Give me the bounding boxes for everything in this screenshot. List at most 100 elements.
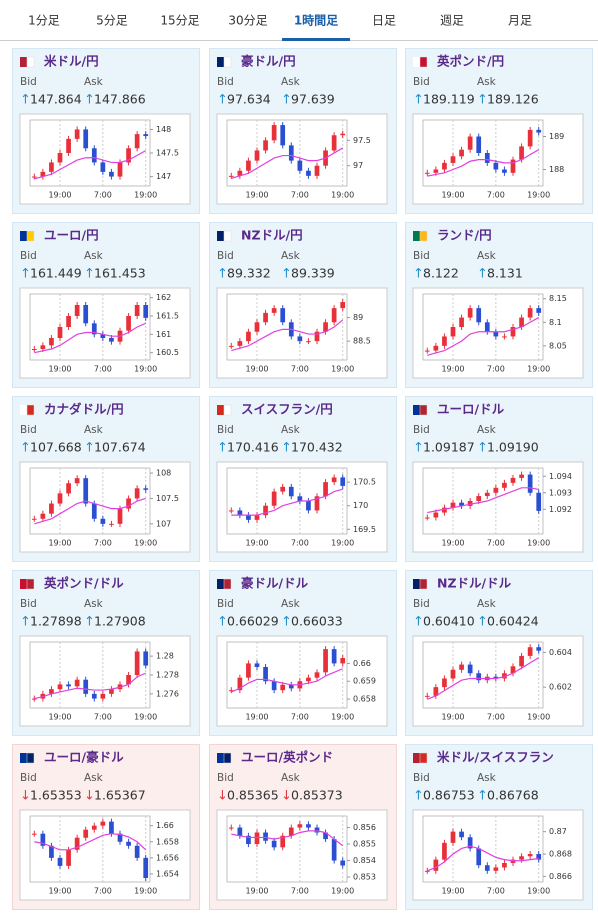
y-tick-label: 0.604 [549, 648, 572, 657]
candle [442, 507, 447, 513]
y-tick-label: 0.856 [353, 823, 376, 832]
ask-label: Ask [84, 772, 104, 784]
candle [323, 832, 328, 840]
tab[interactable]: 週足 [440, 14, 464, 28]
tab[interactable]: 30分足 [228, 14, 267, 28]
bid-value: 89.332 [227, 266, 271, 281]
candle [297, 496, 303, 501]
bid-label: Bid [217, 772, 234, 784]
flag [223, 230, 232, 242]
tab[interactable]: 月足 [508, 14, 532, 28]
pair-title[interactable]: カナダドル/円 [44, 402, 124, 417]
tab[interactable]: 日足 [372, 14, 396, 28]
flag [419, 752, 428, 764]
candle [143, 305, 149, 318]
y-tick-label: 107 [156, 519, 171, 528]
pair-title[interactable]: ユーロ/豪ドル [44, 750, 124, 765]
candle [91, 825, 97, 830]
x-tick-label: 19:00 [331, 887, 354, 896]
bid-label: Bid [20, 250, 37, 262]
candle [263, 505, 268, 516]
candle [254, 832, 260, 845]
pair-title[interactable]: 米ドル/円 [43, 54, 99, 69]
bid-label: Bid [217, 424, 234, 436]
candle [306, 341, 311, 343]
candle [57, 493, 63, 504]
candle [66, 849, 71, 866]
candle [323, 482, 328, 497]
y-tick-label: 0.866 [549, 872, 572, 881]
pair-title[interactable]: ユーロ/英ポンド [241, 750, 333, 765]
candle [40, 345, 46, 349]
bid-value: 97.634 [227, 92, 271, 107]
x-tick-label: 7:00 [487, 365, 505, 374]
plot-frame [226, 641, 348, 709]
candle [502, 673, 507, 679]
x-tick-label: 19:00 [441, 191, 464, 200]
x-tick-label: 7:00 [487, 887, 505, 896]
candle [100, 821, 106, 826]
pair-title[interactable]: ランド/円 [437, 228, 492, 243]
y-tick-label: 8.15 [549, 294, 567, 303]
tab[interactable]: 5分足 [96, 14, 128, 28]
pair-title[interactable]: ユーロ/ドル [437, 402, 505, 417]
pair-title[interactable]: スイスフラン/円 [241, 402, 333, 417]
moving-average [427, 845, 539, 872]
y-tick-label: 170.5 [353, 478, 376, 487]
candle [424, 172, 430, 174]
arrow: ↑ [84, 93, 95, 108]
candle [83, 129, 89, 149]
candle [314, 672, 320, 678]
pair-title[interactable]: 豪ドル/ドル [241, 576, 309, 591]
arrow: ↑ [477, 267, 488, 282]
arrow: ↑ [20, 441, 31, 456]
flag [217, 753, 224, 763]
moving-average [34, 672, 146, 700]
candle [424, 870, 430, 872]
candle [527, 854, 533, 857]
x-tick-label: 19:00 [527, 539, 550, 548]
flag [26, 56, 35, 68]
pair-title[interactable]: ユーロ/円 [44, 228, 99, 243]
y-tick-label: 0.87 [549, 827, 567, 836]
arrow: ↑ [20, 615, 31, 630]
candle [314, 165, 320, 176]
x-tick-label: 7:00 [94, 365, 112, 374]
candle [288, 827, 294, 836]
pair-title[interactable]: 豪ドル/円 [241, 54, 296, 69]
tab[interactable]: 1分足 [28, 14, 60, 28]
tab[interactable]: 15分足 [160, 14, 199, 28]
pair-title[interactable]: 英ポンド/円 [437, 54, 504, 69]
y-tick-label: 0.602 [549, 683, 572, 692]
pair-title[interactable]: 英ポンド/ドル [44, 576, 124, 591]
candle [109, 338, 114, 342]
ask-value: 0.66033 [291, 614, 343, 629]
candle [100, 518, 106, 524]
tab[interactable]: 1時間足 [294, 13, 338, 28]
candle [297, 160, 303, 171]
chart-box [412, 809, 584, 901]
pair-title[interactable]: NZドル/ドル [437, 576, 512, 591]
candle [467, 837, 473, 849]
bid-value: 0.60410 [423, 614, 475, 629]
pair-title[interactable]: 米ドル/スイスフラン [436, 750, 554, 765]
candle [314, 331, 320, 342]
chart-box [19, 635, 191, 727]
pair-title[interactable]: NZドル/円 [241, 228, 303, 243]
chart-box [216, 461, 388, 553]
